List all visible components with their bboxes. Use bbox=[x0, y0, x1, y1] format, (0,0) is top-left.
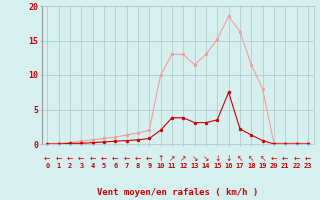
Text: ←: ← bbox=[112, 154, 118, 163]
Text: ←: ← bbox=[67, 154, 73, 163]
Text: ↗: ↗ bbox=[180, 154, 187, 163]
Text: ↓: ↓ bbox=[225, 154, 232, 163]
Text: ←: ← bbox=[293, 154, 300, 163]
Text: ↖: ↖ bbox=[237, 154, 243, 163]
Text: ←: ← bbox=[271, 154, 277, 163]
Text: ←: ← bbox=[89, 154, 96, 163]
Text: ←: ← bbox=[305, 154, 311, 163]
Text: ←: ← bbox=[124, 154, 130, 163]
Text: ←: ← bbox=[44, 154, 51, 163]
Text: ←: ← bbox=[101, 154, 107, 163]
Text: ↖: ↖ bbox=[260, 154, 266, 163]
Text: ↘: ↘ bbox=[203, 154, 209, 163]
Text: ←: ← bbox=[55, 154, 62, 163]
Text: ↖: ↖ bbox=[248, 154, 254, 163]
Text: ↘: ↘ bbox=[191, 154, 198, 163]
Text: ←: ← bbox=[146, 154, 152, 163]
Text: ←: ← bbox=[282, 154, 288, 163]
X-axis label: Vent moyen/en rafales ( km/h ): Vent moyen/en rafales ( km/h ) bbox=[97, 188, 258, 197]
Text: ↗: ↗ bbox=[169, 154, 175, 163]
Text: ↑: ↑ bbox=[157, 154, 164, 163]
Text: ←: ← bbox=[78, 154, 84, 163]
Text: ↓: ↓ bbox=[214, 154, 220, 163]
Text: ←: ← bbox=[135, 154, 141, 163]
